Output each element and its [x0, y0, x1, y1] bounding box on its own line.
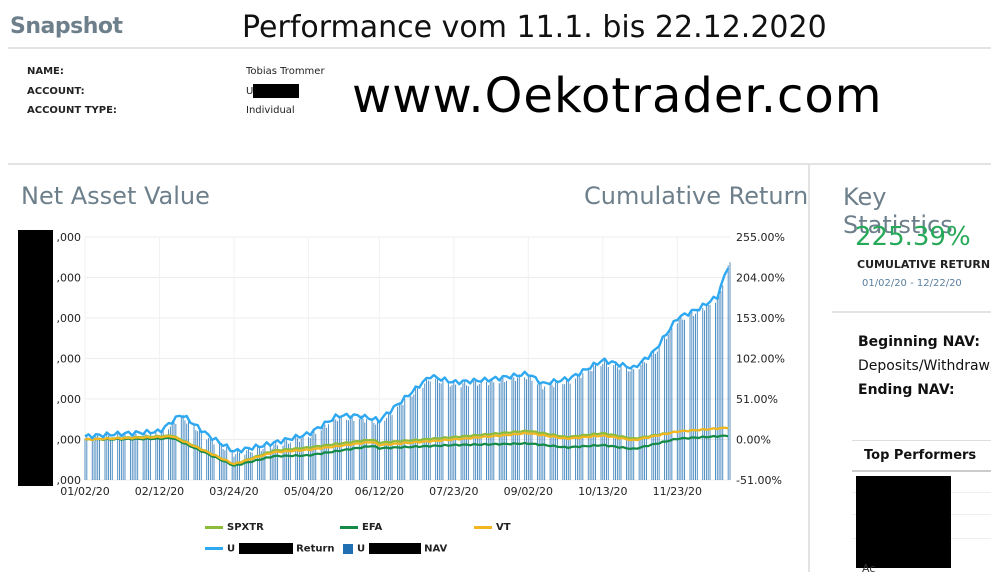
left-axis-tick-label: ,000 [57, 272, 82, 285]
section-divider [8, 163, 991, 165]
legend-vt-label: VT [496, 522, 511, 533]
vt-swatch [474, 525, 492, 529]
nav-bars [84, 262, 731, 480]
legend-nav-prefix: U [357, 543, 366, 555]
stats-date-range: 01/02/20 - 12/22/20 [862, 278, 962, 289]
right-axis-tick-label: 255.00% [736, 231, 785, 244]
x-axis-tick-label: 09/02/20 [504, 485, 553, 498]
series-line-efa [84, 434, 729, 467]
name-value: Tobias Trommer [246, 66, 325, 77]
ending-nav-label: Ending NAV: [858, 382, 955, 398]
left-axis-tick-label: ,000 [57, 393, 82, 406]
x-axis-tick-label: 11/23/20 [653, 485, 702, 498]
legend-return-redaction [238, 543, 293, 554]
right-axis-tick-label: 153.00% [736, 312, 785, 325]
performance-title: Performance vom 11.1. bis 22.12.2020 [242, 10, 827, 45]
legend-efa[interactable]: EFA [340, 522, 382, 533]
x-axis-tick-label: 05/04/20 [284, 485, 333, 498]
account-type-label: ACCOUNT TYPE: [27, 105, 117, 116]
right-axis-tick-label: 51.00% [736, 393, 778, 406]
account-label: ACCOUNT: [27, 86, 85, 97]
x-axis-tick-label: 03/24/20 [209, 485, 258, 498]
x-axis-tick-label: 01/02/20 [60, 485, 109, 498]
x-axis-tick-label: 06/12/20 [355, 485, 404, 498]
top-performers-top-line [852, 440, 991, 441]
nav-section-title: Net Asset Value [21, 182, 210, 210]
site-url-watermark: www.Oekotrader.com [352, 68, 883, 124]
cumulative-return-value: 225.39% [855, 222, 971, 252]
efa-swatch [340, 525, 358, 529]
right-axis-tick-label: 0.00% [736, 434, 771, 447]
right-axis-tick-label: 204.00% [736, 272, 785, 285]
left-axis-redaction [18, 230, 53, 486]
top-performers-label: Top Performers [864, 448, 977, 463]
chart-axes: 255.00% ,000 204.00% ,000 153.00% ,000 102.00%… [57, 231, 785, 498]
right-axis-tick-label: -51.00% [736, 474, 782, 487]
nav-swatch [343, 543, 353, 554]
left-axis-tick-label: ,000 [57, 312, 82, 325]
series-line-vt [84, 426, 729, 466]
legend-account-return[interactable]: U Return [205, 543, 335, 555]
deposits-label: Deposits/Withdrawa [858, 358, 991, 374]
legend-spxtr[interactable]: SPXTR [205, 522, 264, 533]
header-divider [8, 47, 991, 49]
stats-section-title: Key Statistics [843, 183, 953, 239]
series-lines [84, 267, 730, 467]
x-axis-tick-label: 10/13/20 [578, 485, 627, 498]
left-axis-tick-label: ,000 [57, 231, 82, 244]
stats-divider [808, 165, 810, 572]
top-performers-redaction [856, 476, 951, 568]
spxtr-swatch [205, 525, 223, 529]
cumulative-return-label: CUMULATIVE RETURN [857, 258, 991, 271]
account-redaction [253, 84, 299, 98]
stats-divider-h [832, 311, 991, 313]
legend-nav-suffix: NAV [424, 543, 448, 555]
legend-nav-redaction [368, 543, 421, 554]
legend-return-suffix: Return [296, 543, 335, 555]
legend-efa-label: EFA [362, 522, 383, 533]
top-performers-partial-text: Ac [862, 562, 876, 572]
right-axis-tick-label: 102.00% [736, 353, 785, 366]
snapshot-title: Snapshot [10, 14, 123, 39]
legend-return-prefix: U [227, 543, 236, 555]
x-axis-tick-label: 07/23/20 [429, 485, 478, 498]
return-section-title: Cumulative Return [584, 182, 809, 210]
beginning-nav-label: Beginning NAV: [858, 334, 980, 350]
left-axis-tick-label: ,000 [57, 434, 82, 447]
account-type-value: Individual [246, 105, 295, 116]
name-label: NAME: [27, 66, 64, 77]
account-value: U [246, 86, 254, 97]
legend-spxtr-label: SPXTR [227, 522, 264, 533]
left-axis-tick-label: ,000 [57, 353, 82, 366]
series-line-u-return [84, 267, 730, 454]
top-performers-header-line [852, 470, 991, 472]
legend-vt[interactable]: VT [474, 522, 511, 533]
legend-account-nav[interactable]: U NAV [343, 543, 447, 555]
x-axis-tick-label: 02/12/20 [135, 485, 184, 498]
performance-chart: 255.00% ,000 204.00% ,000 153.00% ,000 102.00%… [57, 231, 785, 498]
left-axis-tick-label: ,000 [57, 474, 82, 487]
return-swatch [205, 547, 223, 550]
